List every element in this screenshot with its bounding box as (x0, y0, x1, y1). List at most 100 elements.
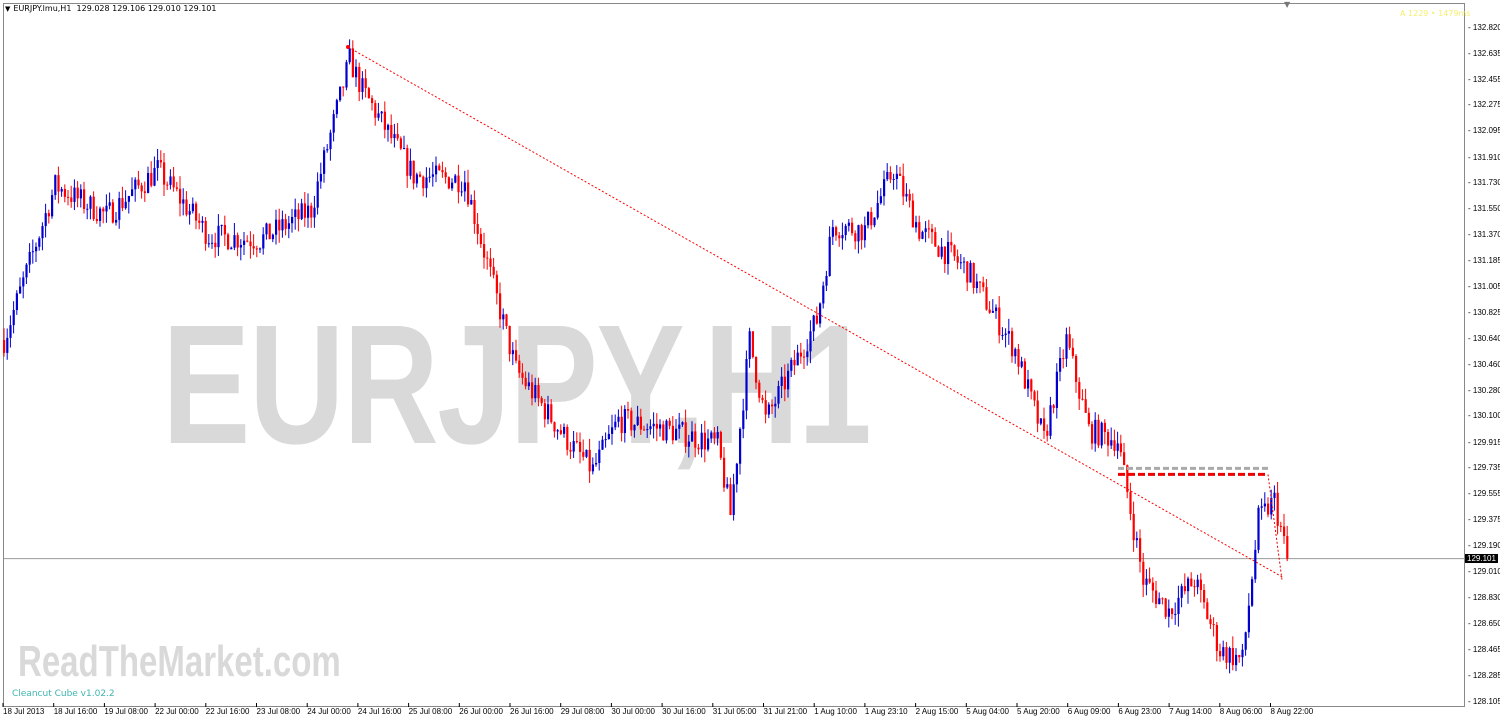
candle-body (1171, 608, 1174, 615)
price-tick-label: - 128.465 (1468, 645, 1500, 655)
candle-body (879, 196, 882, 204)
candle-body (499, 293, 502, 320)
candle-body (79, 189, 82, 199)
candle-body (313, 207, 316, 218)
price-tick-label: - 131.730 (1468, 178, 1500, 188)
candle-body (1180, 586, 1183, 598)
candle-body (76, 187, 79, 199)
indicator-version-label: Cleancut Cube v1.02.2 (12, 689, 115, 699)
candle-body (684, 422, 687, 447)
price-tick-label: - 128.650 (1468, 618, 1500, 628)
candle-body (1071, 347, 1074, 356)
candle-body (236, 235, 239, 248)
candle-body (991, 311, 994, 313)
candle-body (636, 416, 639, 425)
candle-body (25, 264, 28, 278)
candle-body (441, 170, 444, 173)
candle-body (646, 429, 649, 431)
candle-body (1177, 597, 1180, 615)
candle-body (771, 404, 774, 407)
price-tick-label: - 129.735 (1468, 463, 1500, 473)
candle-body (1273, 492, 1276, 498)
candle-body (927, 228, 930, 230)
candle-body (793, 359, 796, 366)
candle-body (291, 216, 294, 224)
candle-body (124, 201, 127, 209)
candle-body (467, 182, 470, 205)
candle-body (582, 451, 585, 457)
candle-body (28, 251, 31, 265)
time-tick-label: 5 Aug 04:00 (966, 707, 1010, 716)
candle-body (815, 315, 818, 324)
candle-body (735, 463, 738, 485)
candle-body (588, 449, 591, 472)
dropdown-triangle-icon[interactable]: ▼ (5, 5, 11, 13)
candle-body (508, 325, 511, 355)
candle-body (329, 132, 332, 150)
candle-body (995, 307, 998, 312)
candle-body (60, 189, 63, 192)
candle-body (790, 359, 793, 371)
candle-body (86, 208, 89, 210)
candle-body (1046, 430, 1049, 436)
candle-body (627, 409, 630, 411)
ohlc-values: 129.028 129.106 129.010 129.101 (76, 4, 217, 13)
candle-body (265, 223, 268, 235)
candle-body (1209, 619, 1212, 625)
time-tick-label: 30 Jul 16:00 (662, 707, 706, 716)
candle-body (1043, 418, 1046, 431)
candle-body (620, 416, 623, 434)
candle-body (204, 220, 207, 244)
candle-body (1126, 465, 1129, 493)
candle-body (822, 285, 825, 304)
candle-body (1206, 602, 1209, 620)
price-tick-label: - 129.375 (1468, 514, 1500, 524)
candle-body (729, 484, 732, 516)
candle-body (463, 182, 466, 192)
trendline (347, 46, 1284, 578)
candle-body (182, 199, 185, 204)
candle-body (486, 257, 489, 259)
candle-body (1030, 379, 1033, 392)
candle-body (419, 174, 422, 177)
candle-body (694, 431, 697, 448)
candle-body (246, 240, 249, 242)
candle-body (905, 193, 908, 197)
candle-body (399, 138, 402, 149)
candle-body (1135, 538, 1138, 541)
candle-body (1123, 452, 1126, 466)
chart-shift-marker-icon[interactable]: ▼ (1284, 0, 1291, 9)
candle-body (1075, 355, 1078, 382)
candle-body (659, 424, 662, 429)
candle-body (643, 429, 646, 431)
candle-body (169, 176, 172, 185)
time-tick-label: 8 Aug 06:00 (1219, 707, 1263, 716)
candle-body (963, 261, 966, 263)
candle-body (284, 219, 287, 229)
candle-body (3, 340, 6, 353)
price-tick-label: - 130.640 (1468, 334, 1500, 344)
candle-body (278, 219, 281, 231)
time-tick-label: 22 Jul 16:00 (205, 707, 250, 716)
candle-body (1228, 648, 1231, 663)
candle-body (1279, 525, 1282, 527)
candle-body (431, 174, 434, 177)
candle-body (1167, 608, 1170, 617)
price-tick-label: - 129.190 (1468, 541, 1500, 551)
candle-body (6, 337, 9, 353)
price-tick-label: - 132.635 (1468, 48, 1500, 58)
time-tick-label: 31 Jul 21:00 (763, 707, 808, 716)
candle-body (1068, 334, 1071, 348)
candle-body (569, 449, 572, 452)
candle-body (908, 193, 911, 201)
candle-body (572, 441, 575, 452)
candle-body (895, 173, 898, 179)
candle-body (207, 243, 210, 245)
chart-area[interactable] (3, 3, 1465, 707)
candle-body (1190, 578, 1193, 587)
candle-body (591, 464, 594, 472)
candle-body (1215, 625, 1218, 652)
candle-body (223, 224, 226, 235)
candle-body (470, 200, 473, 205)
candle-body (1059, 358, 1062, 372)
